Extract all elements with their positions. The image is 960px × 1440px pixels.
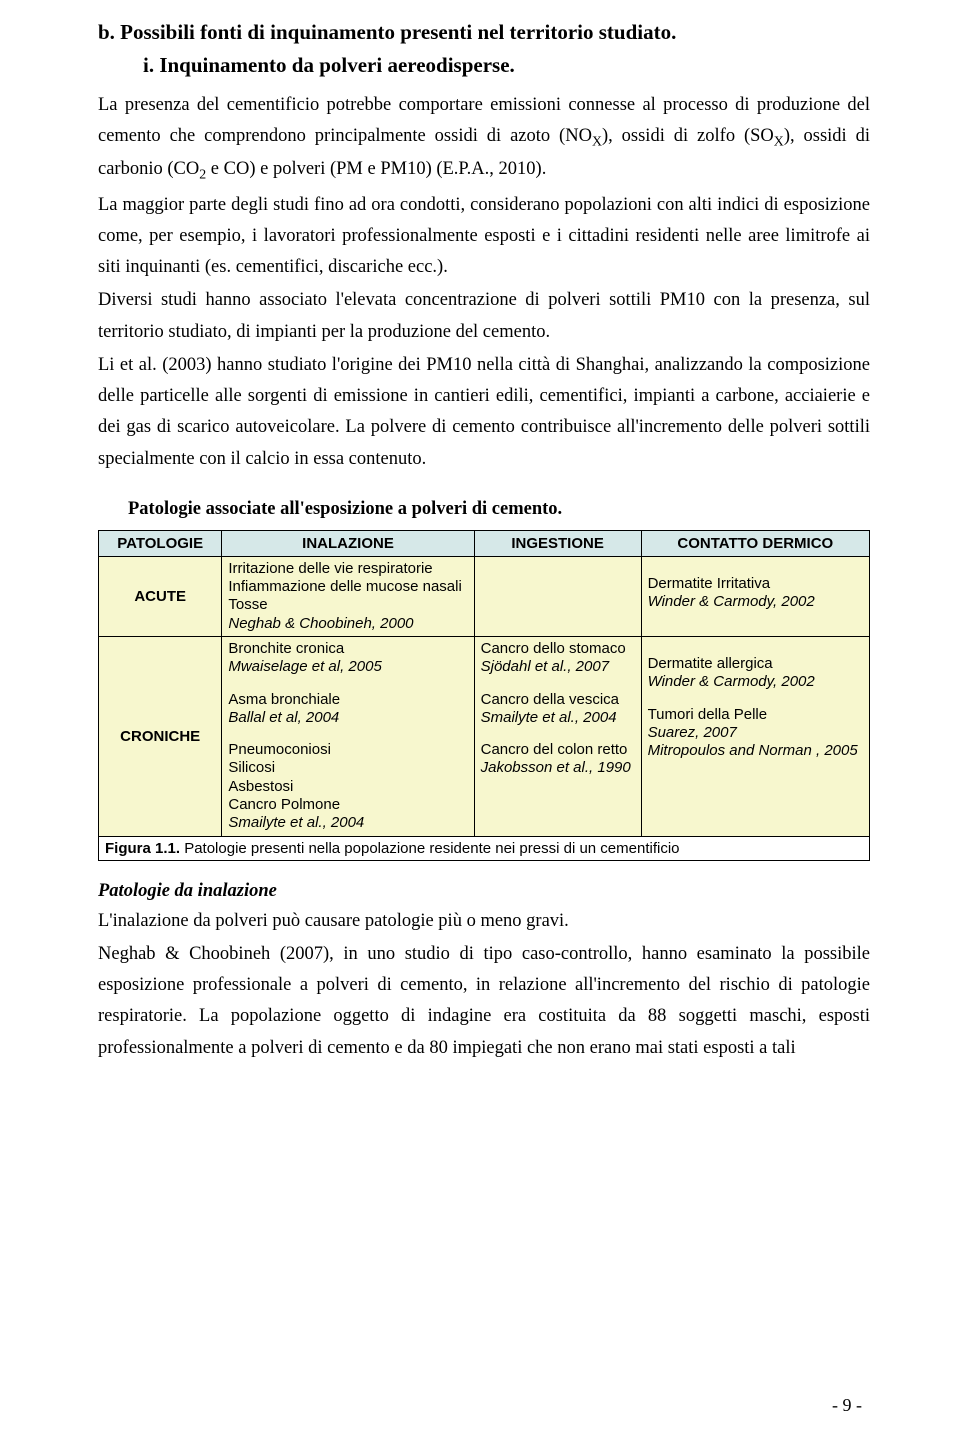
heading-b: b. Possibili fonti di inquinamento prese… (98, 20, 870, 45)
th-patologie: PATOLOGIE (99, 530, 222, 556)
paragraph-3: Diversi studi hanno associato l'elevata … (98, 285, 870, 348)
chr-inh-cit1: Mwaiselage et al, 2005 (228, 658, 467, 676)
acute-ingestion-cell (474, 556, 641, 636)
pathology-table: PATOLOGIE INALAZIONE INGESTIONE CONTATTO… (98, 530, 870, 861)
page-number: - 9 - (832, 1395, 862, 1416)
caption-rest: Patologie presenti nella popolazione res… (180, 840, 679, 857)
chr-inh-cit2: Ballal et al, 2004 (228, 709, 467, 727)
chr-inh-l4: Silicosi (228, 759, 467, 777)
acute-con-l1: Dermatite Irritativa (648, 575, 863, 593)
chr-ing-cit2: Smailyte et al., 2004 (481, 709, 635, 727)
caption-strong: Figura 1.1. (105, 840, 180, 857)
p1-part-d: e CO) e polveri (PM e PM10) (E.P.A., 201… (206, 159, 546, 179)
chronic-contact-cell: Dermatite allergica Winder & Carmody, 20… (641, 636, 869, 836)
chronic-ingestion-cell: Cancro dello stomaco Sjödahl et al., 200… (474, 636, 641, 836)
table-row-chronic: CRONICHE Bronchite cronica Mwaiselage et… (99, 636, 870, 836)
chr-con-cit3: Mitropoulos and Norman , 2005 (648, 742, 863, 760)
th-ingestione: INGESTIONE (474, 530, 641, 556)
acute-inh-cit: Neghab & Choobineh, 2000 (228, 615, 467, 633)
chr-inh-l6: Cancro Polmone (228, 796, 467, 814)
chr-inh-l3: Pneumoconiosi (228, 741, 467, 759)
th-contatto: CONTATTO DERMICO (641, 530, 869, 556)
subheading-inhalation: Patologie da inalazione (98, 881, 870, 902)
paragraph-2: La maggior parte degli studi fino ad ora… (98, 190, 870, 284)
row-acute-label: ACUTE (99, 556, 222, 636)
chr-inh-l1: Bronchite cronica (228, 640, 467, 658)
subscript-x: X (592, 135, 602, 150)
acute-inhalation-cell: Irritazione delle vie respiratorie Infia… (222, 556, 474, 636)
paragraph-6: Neghab & Choobineh (2007), in uno studio… (98, 939, 870, 1064)
chr-con-cit2: Suarez, 2007 (648, 724, 863, 742)
acute-inh-l3: Tosse (228, 596, 467, 614)
chr-con-l1: Dermatite allergica (648, 655, 863, 673)
chr-inh-l2: Asma bronchiale (228, 691, 467, 709)
chr-ing-cit1: Sjödahl et al., 2007 (481, 658, 635, 676)
section-heading: Patologie associate all'esposizione a po… (128, 499, 870, 520)
table-caption: Figura 1.1. Patologie presenti nella pop… (99, 836, 870, 860)
p1-part-b: ), ossidi di zolfo (SO (602, 126, 774, 146)
document-page: b. Possibili fonti di inquinamento prese… (0, 0, 960, 1440)
chr-con-l2: Tumori della Pelle (648, 706, 863, 724)
acute-con-cit: Winder & Carmody, 2002 (648, 593, 863, 611)
chr-ing-cit3: Jakobsson et al., 1990 (481, 759, 635, 777)
th-inalazione: INALAZIONE (222, 530, 474, 556)
table-caption-row: Figura 1.1. Patologie presenti nella pop… (99, 836, 870, 860)
acute-inh-l2: Infiammazione delle mucose nasali (228, 578, 467, 596)
table-header-row: PATOLOGIE INALAZIONE INGESTIONE CONTATTO… (99, 530, 870, 556)
chr-inh-l5: Asbestosi (228, 778, 467, 796)
chr-con-cit1: Winder & Carmody, 2002 (648, 673, 863, 691)
chr-ing-l2: Cancro della vescica (481, 691, 635, 709)
heading-i: i. Inquinamento da polveri aereodisperse… (143, 53, 870, 78)
chronic-inhalation-cell: Bronchite cronica Mwaiselage et al, 2005… (222, 636, 474, 836)
paragraph-5: L'inalazione da polveri può causare pato… (98, 906, 870, 937)
paragraph-1: La presenza del cementificio potrebbe co… (98, 90, 870, 188)
row-chronic-label: CRONICHE (99, 636, 222, 836)
table-row-acute: ACUTE Irritazione delle vie respiratorie… (99, 556, 870, 636)
chr-inh-cit3: Smailyte et al., 2004 (228, 814, 467, 832)
chr-ing-l1: Cancro dello stomaco (481, 640, 635, 658)
chr-ing-l3: Cancro del colon retto (481, 741, 635, 759)
acute-contact-cell: Dermatite Irritativa Winder & Carmody, 2… (641, 556, 869, 636)
paragraph-4: Li et al. (2003) hanno studiato l'origin… (98, 350, 870, 475)
acute-inh-l1: Irritazione delle vie respiratorie (228, 560, 467, 578)
subscript-x: X (774, 135, 784, 150)
